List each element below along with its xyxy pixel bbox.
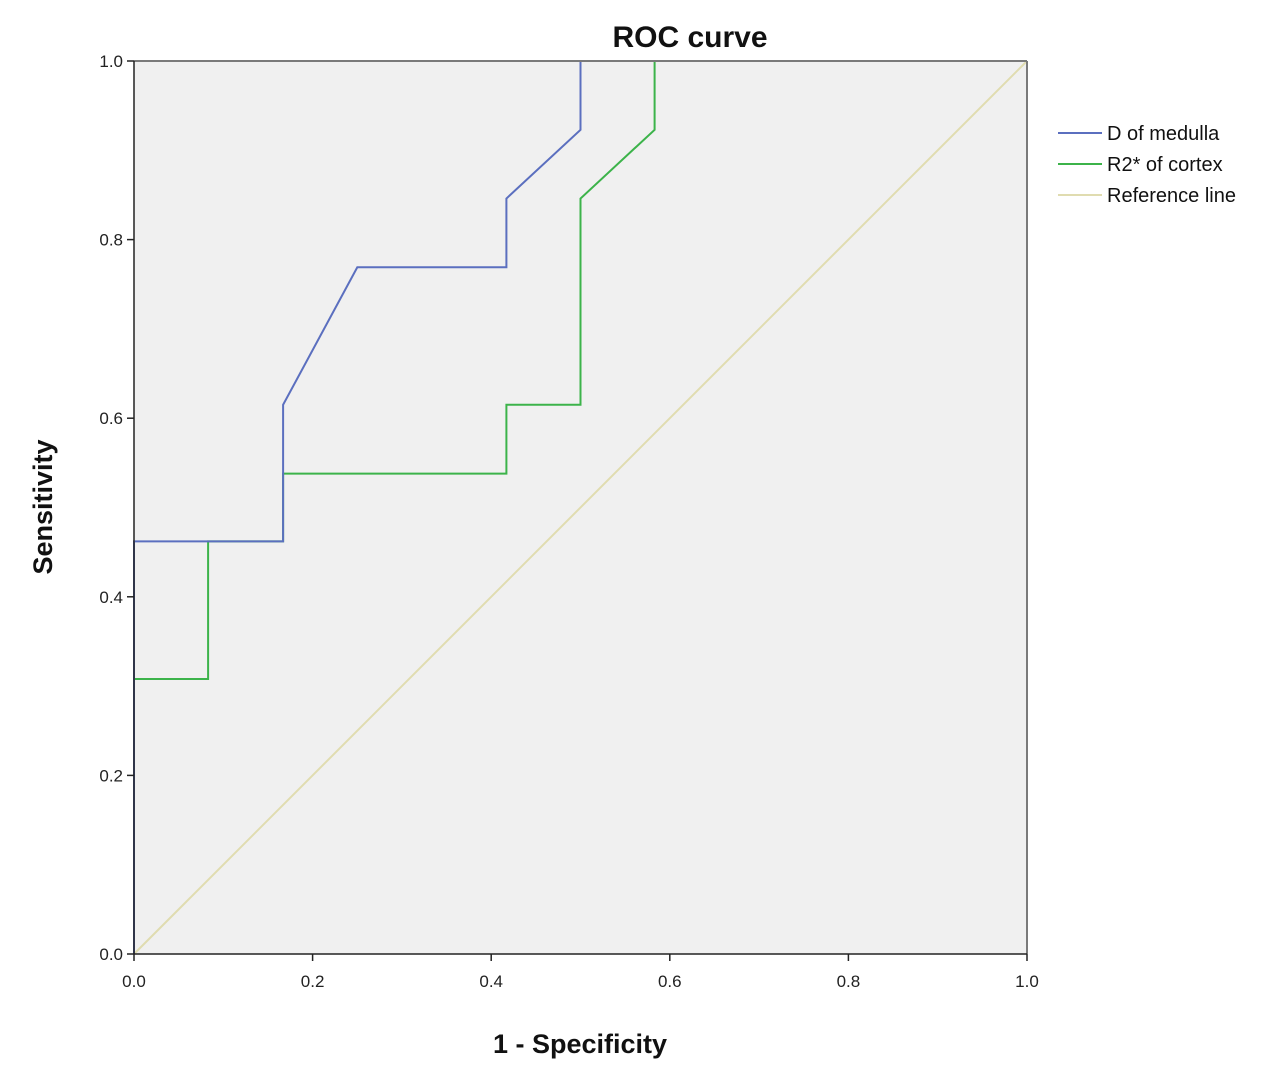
legend-label: R2* of cortex bbox=[1107, 154, 1223, 176]
series-line-r2-of-cortex bbox=[133, 60, 1027, 954]
y-tick-label: 0.6 bbox=[99, 409, 123, 428]
y-axis-ticks: 0.0 0.2 0.4 0.6 0.8 1.0 bbox=[99, 52, 134, 964]
y-tick-label: 0.4 bbox=[99, 588, 123, 607]
y-tick-label: 0.0 bbox=[99, 945, 123, 964]
x-tick-label: 0.0 bbox=[122, 972, 146, 991]
series-line-reference-line bbox=[133, 60, 1028, 955]
legend-label: D of medulla bbox=[1107, 123, 1220, 145]
x-axis-title: 1 - Specificity bbox=[493, 1029, 667, 1059]
x-tick-label: 1.0 bbox=[1015, 972, 1039, 991]
series-line-d-of-medulla bbox=[133, 60, 1027, 954]
legend-label: Reference line bbox=[1107, 185, 1236, 207]
y-tick-label: 1.0 bbox=[99, 52, 123, 71]
y-axis-title: Sensitivity bbox=[28, 439, 58, 574]
x-tick-label: 0.4 bbox=[479, 972, 503, 991]
x-tick-label: 0.2 bbox=[301, 972, 325, 991]
y-tick-label: 0.8 bbox=[99, 231, 123, 250]
curves-group bbox=[133, 60, 1028, 955]
y-tick-label: 0.2 bbox=[99, 766, 123, 785]
x-tick-label: 0.8 bbox=[837, 972, 861, 991]
x-axis-ticks: 0.0 0.2 0.4 0.6 0.8 1.0 bbox=[122, 954, 1039, 991]
x-tick-label: 0.6 bbox=[658, 972, 682, 991]
chart-title: ROC curve bbox=[612, 21, 767, 54]
legend: D of medulla R2* of cortex Reference line bbox=[1058, 123, 1236, 207]
